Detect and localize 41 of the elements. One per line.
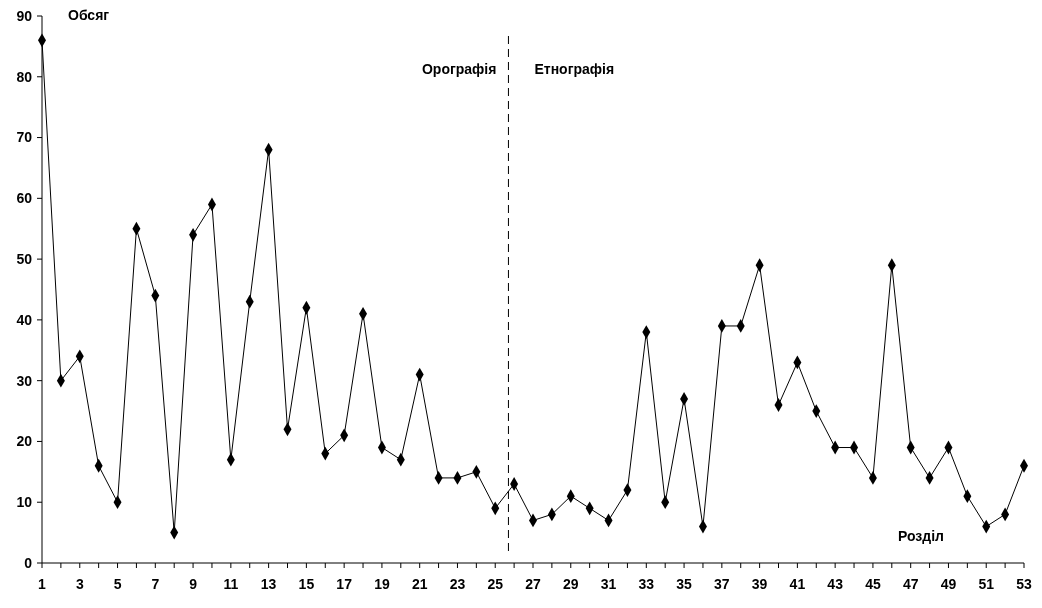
x-tick-label: 47	[902, 576, 919, 592]
y-tick-label: 60	[16, 190, 33, 207]
y-tick-label: 40	[16, 311, 33, 328]
x-tick-label: 15	[298, 576, 315, 592]
x-tick-label: 9	[189, 576, 198, 592]
x-tick-label: 13	[260, 576, 277, 592]
x-tick-label: 25	[487, 576, 504, 592]
y-tick-label: 10	[16, 494, 33, 511]
y-tick-label: 20	[16, 433, 33, 450]
x-tick-label: 33	[638, 576, 655, 592]
annotation: Етнографія	[534, 61, 615, 77]
x-tick-label: 41	[789, 576, 806, 592]
x-tick-label: 19	[374, 576, 390, 592]
y-tick-label: 30	[16, 372, 33, 389]
x-tick-label: 7	[151, 576, 160, 592]
x-tick-label: 39	[751, 576, 768, 592]
x-axis-title: Розділ	[898, 528, 944, 544]
x-tick-label: 23	[449, 576, 466, 592]
x-tick-label: 43	[827, 576, 844, 592]
x-tick-label: 1	[38, 576, 47, 592]
y-tick-label: 0	[24, 554, 33, 571]
x-tick-label: 21	[411, 576, 428, 592]
x-tick-label: 35	[676, 576, 693, 592]
y-tick-label: 80	[16, 68, 33, 85]
x-tick-label: 5	[113, 576, 122, 592]
x-tick-label: 29	[562, 576, 579, 592]
y-tick-label: 90	[16, 7, 33, 24]
y-axis-title: Обсяг	[68, 7, 110, 23]
x-tick-label: 17	[336, 576, 353, 592]
x-tick-label: 51	[978, 576, 995, 592]
x-tick-label: 11	[223, 576, 239, 592]
x-tick-label: 45	[865, 576, 881, 592]
x-tick-label: 49	[940, 576, 957, 592]
x-tick-label: 37	[714, 576, 730, 592]
x-tick-label: 3	[75, 576, 84, 592]
x-tick-label: 27	[525, 576, 541, 592]
x-tick-label: 31	[600, 576, 617, 592]
annotation: Орографія	[421, 61, 497, 77]
x-tick-label: 53	[1016, 576, 1032, 592]
y-tick-label: 70	[16, 129, 33, 146]
y-tick-label: 50	[16, 251, 33, 268]
